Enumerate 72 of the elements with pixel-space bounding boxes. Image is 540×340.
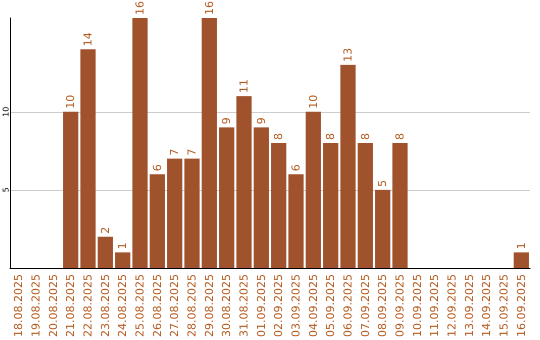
x-tick-label: 22.08.2025 xyxy=(82,274,94,337)
x-tick-label: 28.08.2025 xyxy=(186,274,198,337)
x-tick-label: 29.08.2025 xyxy=(202,274,216,337)
data-label: 9 xyxy=(254,117,268,124)
bar xyxy=(340,64,356,268)
x-tick-label: 06.09.2025 xyxy=(342,274,354,337)
bar xyxy=(98,236,113,268)
bar xyxy=(132,18,148,268)
bar xyxy=(514,252,529,268)
x-tick-label: 09.09.2025 xyxy=(394,274,406,337)
bar xyxy=(271,143,286,268)
x-tick-label: 16.09.2025 xyxy=(514,274,528,337)
x-tick-label: 21.08.2025 xyxy=(64,274,78,337)
bar xyxy=(63,112,78,268)
data-label: 1 xyxy=(514,242,528,250)
x-tick-label: 10.09.2025 xyxy=(410,274,424,337)
data-label: 8 xyxy=(272,133,286,140)
x-tick-label: 19.08.2025 xyxy=(30,274,42,337)
x-tick-label: 04.09.2025 xyxy=(306,274,320,337)
bar xyxy=(150,174,165,268)
data-label: 16 xyxy=(134,1,146,15)
bar xyxy=(167,158,182,268)
x-tick-label: 24.08.2025 xyxy=(116,274,130,337)
bar xyxy=(306,112,321,268)
x-tick-label: 12.09.2025 xyxy=(446,274,458,337)
data-label: 6 xyxy=(290,164,302,172)
data-label: 10 xyxy=(64,94,78,109)
data-label: 1 xyxy=(116,242,130,250)
bar xyxy=(392,143,408,268)
data-label: 9 xyxy=(220,117,234,124)
data-label: 11 xyxy=(238,79,250,94)
x-tick-label: 05.09.2025 xyxy=(324,274,338,337)
bar xyxy=(375,190,390,268)
x-tick-label: 30.08.2025 xyxy=(220,274,234,337)
x-tick-label: 15.09.2025 xyxy=(498,274,510,337)
bar xyxy=(323,143,338,268)
x-tick-label: 13.09.2025 xyxy=(462,274,476,337)
data-label: 16 xyxy=(202,1,216,15)
data-label: 13 xyxy=(342,48,354,62)
x-tick-label: 20.08.2025 xyxy=(46,274,60,337)
bar xyxy=(80,49,96,268)
bar xyxy=(288,174,304,268)
x-tick-label: 31.08.2025 xyxy=(238,274,250,337)
x-tick-label: 02.09.2025 xyxy=(272,274,286,337)
x-tick-label: 23.08.2025 xyxy=(98,274,112,337)
x-tick-label: 07.09.2025 xyxy=(358,274,372,337)
x-tick-label: 18.08.2025 xyxy=(12,274,26,337)
bar xyxy=(219,127,234,268)
bar xyxy=(115,252,130,268)
x-tick-label: 14.09.2025 xyxy=(480,274,494,337)
data-label: 8 xyxy=(394,133,406,140)
bar xyxy=(254,127,269,268)
x-tick-label: 27.08.2025 xyxy=(168,274,182,337)
data-label: 2 xyxy=(98,226,112,234)
data-label: 5 xyxy=(376,180,390,187)
x-tick-label: 01.09.2025 xyxy=(254,274,268,337)
data-label: 6 xyxy=(150,164,164,172)
bar xyxy=(358,143,373,268)
x-tick-label: 11.09.2025 xyxy=(428,274,442,337)
x-tick-label: 25.08.2025 xyxy=(134,274,146,337)
data-label: 8 xyxy=(358,133,372,140)
x-tick-label: 08.09.2025 xyxy=(376,274,390,337)
data-label: 10 xyxy=(306,94,320,109)
data-label: 7 xyxy=(186,148,198,156)
data-label: 14 xyxy=(82,32,94,46)
bar xyxy=(202,18,217,268)
bar xyxy=(184,158,200,268)
x-tick-label: 26.08.2025 xyxy=(150,274,164,337)
data-label: 7 xyxy=(168,148,182,156)
x-tick-label: 03.09.2025 xyxy=(290,274,302,337)
bar xyxy=(236,96,252,268)
data-label: 8 xyxy=(324,133,338,140)
